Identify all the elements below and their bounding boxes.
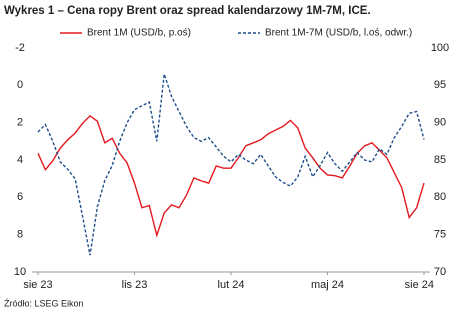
y-tick-label: 8 [17, 229, 23, 241]
y2-tick-label: 100 [431, 42, 449, 54]
x-tick-label: sie 23 [23, 279, 52, 291]
legend-label: Brent 1M (USD/b, p.oś) [87, 28, 191, 39]
y-tick-label: 6 [17, 191, 23, 203]
y-tick-label: 4 [17, 154, 23, 166]
x-tick-label: sie 24 [405, 279, 434, 291]
series-line [37, 73, 425, 256]
y2-tick-label: 80 [434, 191, 446, 203]
y2-tick-label: 85 [434, 154, 446, 166]
y2-tick-label: 95 [434, 79, 446, 91]
x-tick-label: lut 24 [218, 279, 245, 291]
chart-title: Wykres 1 – Cena ropy Brent oraz spread k… [4, 5, 371, 17]
series-line [37, 114, 425, 238]
y-tick-label: -2 [15, 42, 25, 54]
legend-label: Brent 1M-7M (USD/b, l.oś, odwr.) [265, 28, 412, 39]
x-tick-label: maj 24 [311, 279, 344, 291]
y-tick-label: 10 [14, 266, 26, 278]
y-tick-label: 0 [17, 79, 23, 91]
y-tick-label: 2 [17, 117, 23, 129]
y2-tick-label: 70 [434, 266, 446, 278]
x-tick-label: lis 23 [122, 279, 148, 291]
y2-tick-label: 75 [434, 229, 446, 241]
source: Źródło: LSEG Eikon [4, 298, 84, 308]
y2-tick-label: 90 [434, 117, 446, 129]
